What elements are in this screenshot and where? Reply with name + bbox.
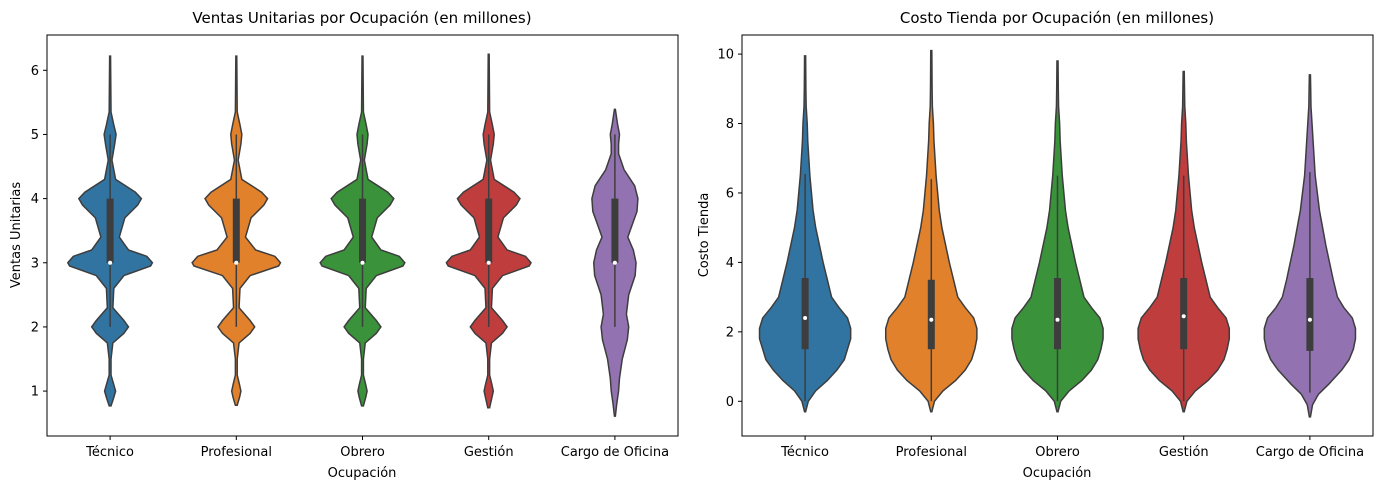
- x-tick-label: Cargo de Oficina: [1256, 445, 1364, 460]
- x-tick-label: Profesional: [896, 445, 967, 460]
- x-tick-label: Gestión: [464, 445, 514, 460]
- violin-tecnico: [66, 55, 154, 407]
- violin-median: [360, 260, 365, 265]
- y-tick-label: 0: [726, 395, 734, 410]
- y-tick-label: 5: [31, 128, 39, 143]
- violin-cargo-de-oficina: [1263, 74, 1357, 418]
- violin-box: [927, 279, 935, 350]
- violin-median: [1055, 317, 1060, 322]
- chart-costo-tienda: Costo Tienda por Ocupación (en millones)…: [697, 9, 1374, 481]
- chart-title: Costo Tienda por Ocupación (en millones): [900, 9, 1214, 27]
- violin-box: [106, 198, 114, 263]
- chart-ventas-unitarias: Ventas Unitarias por Ocupación (en millo…: [9, 9, 679, 481]
- violin-obrero: [1011, 60, 1104, 413]
- violin-box: [1180, 278, 1188, 350]
- x-tick-label: Gestión: [1159, 445, 1209, 460]
- violin-box: [801, 278, 809, 350]
- y-axis: 1 2 3 4 5 6: [31, 64, 47, 400]
- x-axis: Técnico Profesional Obrero Gestión Cargo de …: [85, 436, 669, 460]
- x-tick-label: Obrero: [340, 445, 385, 460]
- violin-box: [359, 198, 366, 263]
- x-axis-label: Ocupación: [328, 466, 397, 481]
- violin-median: [929, 317, 934, 322]
- violin-median: [1307, 317, 1312, 322]
- y-tick-label: 2: [726, 325, 734, 340]
- x-tick-label: Técnico: [85, 445, 134, 460]
- plot-area: [758, 49, 1357, 418]
- violin-median: [108, 260, 113, 265]
- x-tick-label: Técnico: [780, 445, 829, 460]
- violin-median: [612, 260, 617, 265]
- x-tick-label: Cargo de Oficina: [561, 445, 669, 460]
- violin-cargo-de-oficina: [591, 108, 639, 417]
- y-tick-label: 6: [726, 186, 734, 201]
- violin-gestion: [445, 53, 532, 409]
- x-tick-label: Profesional: [201, 445, 272, 460]
- violin-tecnico: [758, 55, 852, 413]
- violin-box: [1054, 278, 1061, 350]
- violin-median: [803, 315, 808, 320]
- y-tick-label: 6: [31, 64, 39, 79]
- violin-median: [234, 260, 239, 265]
- violin-profesional: [191, 55, 282, 406]
- violin-box: [485, 198, 493, 263]
- y-tick-label: 4: [31, 192, 39, 207]
- plot-area: [66, 53, 639, 417]
- violin-median: [1181, 314, 1186, 319]
- y-tick-label: 3: [31, 256, 39, 271]
- chart-title: Ventas Unitarias por Ocupación (en millo…: [192, 9, 531, 27]
- violin-profesional: [884, 49, 978, 413]
- violin-box: [611, 198, 619, 263]
- x-axis: Técnico Profesional Obrero Gestión Cargo de …: [780, 436, 1364, 460]
- y-axis-label: Costo Tienda: [697, 193, 712, 278]
- y-tick-label: 4: [726, 256, 734, 271]
- y-tick-label: 1: [31, 385, 39, 400]
- violin-box: [232, 198, 240, 263]
- violin-box: [1306, 278, 1314, 351]
- y-axis: 0 2 4 6 8 10: [717, 48, 742, 410]
- y-axis-label: Ventas Unitarias: [9, 182, 24, 288]
- violin-gestion: [1137, 70, 1231, 413]
- y-tick-label: 2: [31, 320, 39, 335]
- x-tick-label: Obrero: [1035, 445, 1080, 460]
- violin-median: [486, 260, 491, 265]
- violin-obrero: [319, 55, 406, 407]
- y-tick-label: 10: [717, 48, 734, 63]
- y-tick-label: 8: [726, 117, 734, 132]
- x-axis-label: Ocupación: [1023, 466, 1092, 481]
